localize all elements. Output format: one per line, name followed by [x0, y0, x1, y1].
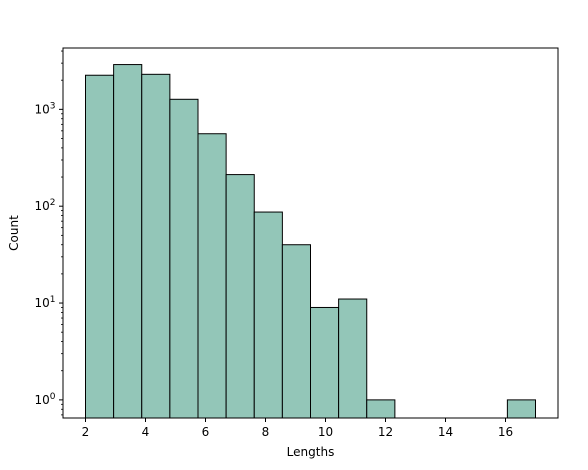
x-tick-label-0: 2 [82, 425, 90, 439]
plot-frame [62, 47, 559, 419]
y-tick-label-1: 101 [34, 295, 55, 310]
x-tick-label-4: 10 [318, 425, 333, 439]
histogram-bar-10 [366, 399, 396, 419]
y-tick-label-3: 103 [34, 101, 55, 116]
histogram-bar-4 [197, 133, 227, 419]
x-tick-label-5: 12 [378, 425, 393, 439]
histogram-bar-2 [141, 73, 171, 419]
histogram-bar-9 [338, 298, 368, 419]
histogram-bar-7 [281, 244, 311, 419]
y-axis-ticks: 100 101 102 103 [34, 101, 63, 407]
histogram-bar-8 [310, 306, 340, 419]
histogram-bar-5 [225, 174, 255, 419]
x-tick-label-2: 6 [202, 425, 210, 439]
histogram-bar-11 [506, 399, 536, 419]
y-tick-label-0: 100 [34, 392, 55, 407]
histogram-bar-0 [85, 74, 115, 419]
x-tick-label-1: 4 [142, 425, 150, 439]
histogram-bar-3 [169, 98, 199, 419]
y-tick-label-2: 102 [34, 198, 55, 213]
x-axis-label: Lengths [287, 445, 335, 459]
x-axis-ticks: 2 4 6 8 10 12 14 16 [82, 418, 513, 439]
x-tick-label-6: 14 [438, 425, 453, 439]
x-tick-label-3: 8 [262, 425, 270, 439]
bars-group [85, 64, 536, 419]
x-tick-label-7: 16 [498, 425, 513, 439]
histogram-bar-6 [253, 211, 283, 419]
y-axis-label: Count [7, 215, 21, 251]
histogram-bar-1 [113, 64, 143, 419]
